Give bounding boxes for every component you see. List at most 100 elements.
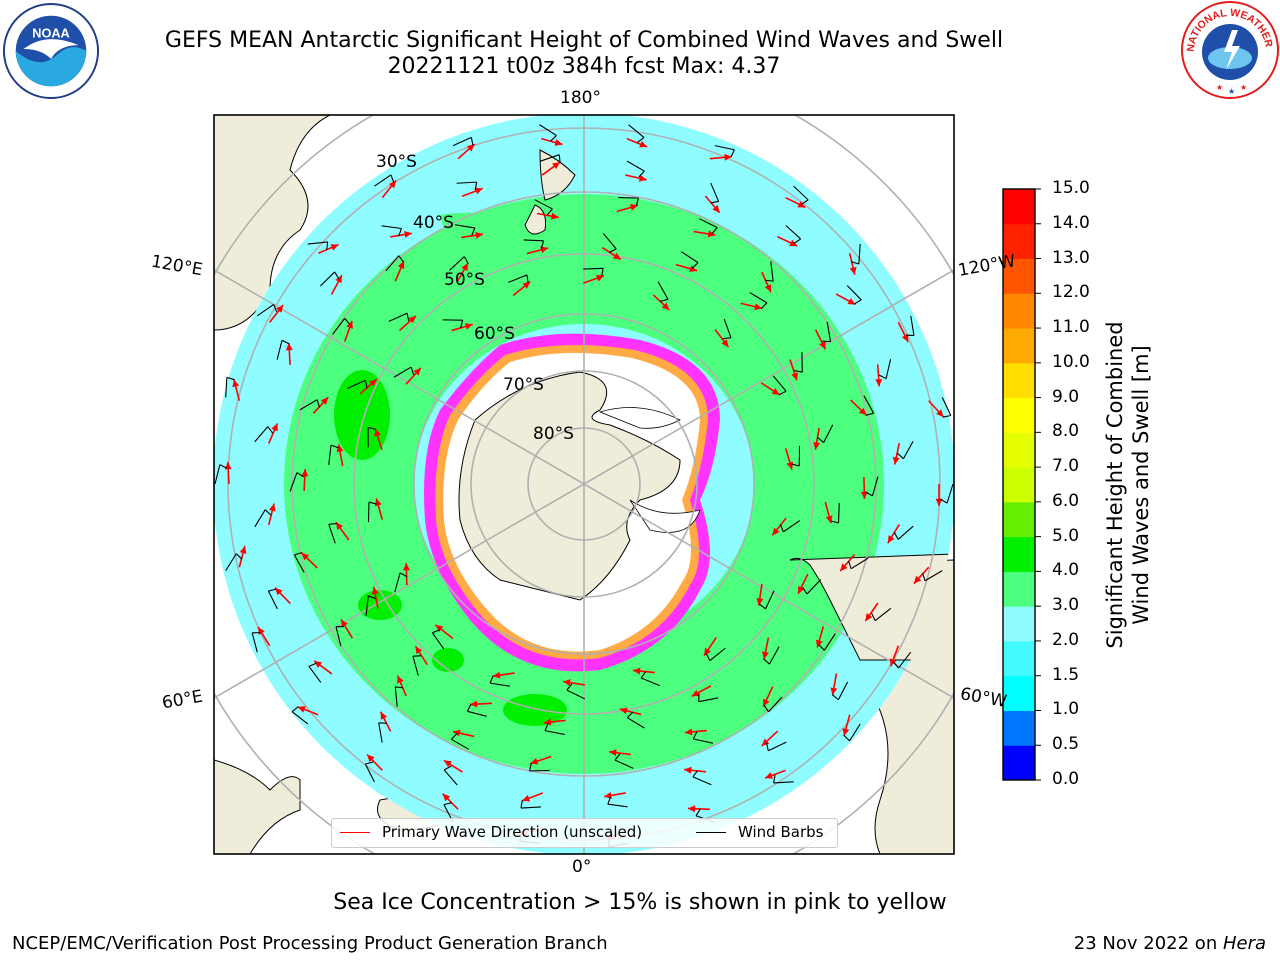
wave-arrow-head: [691, 689, 700, 697]
wind-barb: [698, 697, 719, 703]
lon-label-0: 0°: [572, 857, 592, 877]
wave-arrow-head: [475, 231, 483, 239]
wind-barb-feather: [601, 268, 604, 277]
wind-barb-feather: [368, 501, 377, 505]
wave-arrow-head: [860, 491, 868, 499]
wind-barb: [214, 464, 221, 485]
wave-arrow-head: [721, 339, 729, 348]
wave-arrow-head: [819, 341, 826, 350]
wind-barb-feather: [367, 426, 377, 430]
wind-barb-feather: [758, 603, 766, 610]
colorbar-segment: [1003, 432, 1035, 468]
wave-arrow-head: [335, 522, 343, 531]
wind-barb-feather: [730, 149, 735, 158]
wind-barb: [489, 682, 510, 687]
lat-label-30s: 30°S: [376, 152, 417, 172]
wave-arrow-head: [936, 409, 944, 417]
wind-barb-feather: [765, 279, 774, 282]
wind-barb: [924, 570, 943, 582]
wind-barb: [723, 318, 732, 338]
legend-item-wave: Primary Wave Direction (unscaled): [340, 823, 642, 841]
wind-barb: [431, 632, 445, 650]
wind-barb: [251, 632, 258, 653]
wave-arrow-head: [397, 261, 405, 270]
wave-arrow-head: [314, 660, 323, 668]
wind-barb: [714, 145, 735, 151]
wind-barb: [768, 696, 783, 713]
wind-barb-feather: [474, 182, 478, 191]
lon-label-180: 180°: [560, 88, 601, 108]
colorbar-segment: [1003, 675, 1035, 711]
wind-barb-feather: [640, 671, 647, 679]
wind-barb-feather: [235, 553, 243, 560]
wave-arrow-head: [596, 274, 605, 282]
wind-barb: [858, 243, 861, 265]
wave-arrow-head: [461, 263, 469, 272]
wind-barb: [291, 711, 309, 725]
footer-credit: NCEP/EMC/Verification Post Processing Pr…: [12, 933, 608, 954]
wind-barb-feather: [802, 586, 808, 595]
wave-arrow-head: [408, 315, 417, 324]
wind-barb-feather: [395, 686, 404, 689]
wind-barb-feather: [848, 560, 852, 569]
wind-barb: [534, 199, 553, 210]
sea-ice-note: Sea Ice Concentration > 15% is shown in …: [333, 890, 947, 915]
legend-wind-swatch: [696, 832, 726, 833]
footer-date: 23 Nov 2022 on Hera: [1073, 933, 1266, 954]
australia-land: [214, 115, 331, 331]
madagascar-land: [214, 759, 301, 854]
wind-barb: [293, 554, 305, 573]
wind-barb-feather: [296, 472, 304, 478]
wave-arrow-head: [754, 303, 763, 311]
map-frame: [213, 114, 955, 855]
wave-arrow-head: [239, 545, 247, 554]
wave-arrow-head: [346, 320, 353, 329]
wind-barb: [823, 633, 836, 651]
wave-arrow-head: [849, 266, 857, 275]
wind-barb-feather: [897, 452, 904, 460]
wind-barb: [308, 666, 322, 683]
lat-label-50s: 50°S: [444, 270, 485, 290]
svg-text:★: ★: [1216, 83, 1223, 92]
wind-barb-feather: [219, 464, 228, 469]
wind-barb-feather: [520, 800, 523, 809]
wave-arrow-head: [413, 367, 421, 376]
wind-barb: [335, 626, 342, 647]
wave-arrow-head: [791, 372, 798, 381]
wind-barb: [346, 379, 366, 390]
wave-arrow-head: [301, 469, 309, 477]
wind-barb-feather: [463, 256, 469, 264]
wave-arrow-head: [830, 687, 838, 696]
wave-arrow-head: [442, 793, 451, 802]
colorbar-segment: [1003, 536, 1035, 572]
antarctica-land: [458, 371, 681, 601]
wind-barb-feather: [308, 662, 317, 667]
colorbar-tick-label: 6.0: [1052, 490, 1080, 511]
wind-barb: [454, 224, 475, 229]
colorbar-tick-label: 1.5: [1052, 664, 1080, 685]
colorbar-tick-label: 5.0: [1052, 525, 1080, 546]
wind-barb-feather: [546, 208, 553, 216]
wave-max-region: [334, 370, 390, 460]
wave-arrow-head: [374, 428, 381, 437]
map-legend: Primary Wave Direction (unscaled) Wind B…: [331, 818, 838, 848]
wind-barb-feather: [794, 369, 803, 373]
wind-barb: [785, 225, 802, 240]
wave-arrow-head: [443, 760, 452, 768]
wind-barb-feather: [865, 491, 873, 497]
wave-arrow-head: [704, 647, 711, 656]
wind-barb-feather: [871, 613, 876, 621]
wind-barb-feather: [398, 255, 404, 263]
wave-arrow-head: [797, 201, 806, 208]
wave-arrow-head: [492, 671, 501, 679]
wind-barb: [332, 318, 346, 335]
wave-arrow-head: [847, 298, 856, 305]
wind-barb: [374, 174, 392, 187]
wind-barb: [897, 525, 914, 540]
wind-barb-feather: [763, 704, 770, 713]
wind-barb: [823, 424, 834, 443]
wind-barb: [539, 124, 557, 136]
map-subtitle: 20221121 t00z 384h fcst Max: 4.37: [387, 54, 781, 79]
wave-arrow-head: [367, 754, 375, 763]
wind-barb: [806, 579, 822, 595]
